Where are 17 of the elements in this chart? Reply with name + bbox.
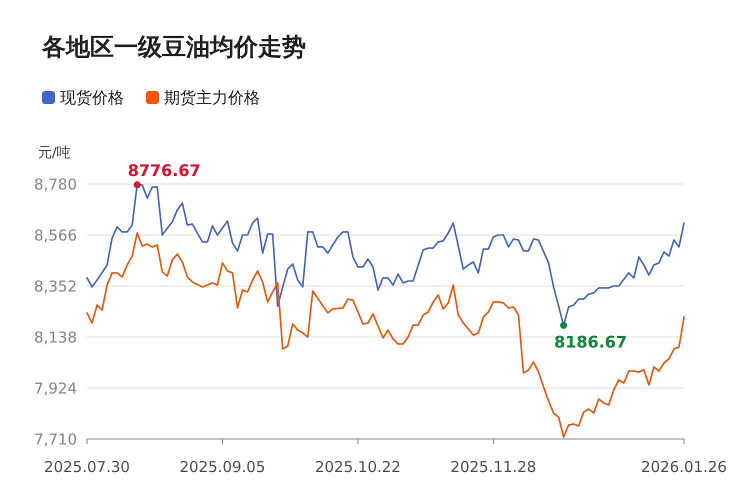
legend-label: 期货主力价格 [164,88,260,107]
y-tick-label: 7,924 [34,379,77,398]
annotation: 8186.67 [554,332,628,352]
x-tick-label: 2025.10.22 [314,458,401,476]
x-tick-label: 2025.09.05 [180,458,266,476]
x-tick-label: 2025.07.30 [44,458,130,476]
x-tick-label: 2026.01.26 [641,458,727,476]
y-axis-title: 元/吨 [38,145,71,161]
x-tick-label: 2025.11.28 [450,458,536,476]
text: 8776.67 [128,160,201,180]
y-tick-label: 8,566 [34,226,77,244]
y-tick-label: 8,780 [34,175,77,194]
legend-label: 现货价格 [60,88,124,107]
chart-title: 各地区一级豆油均价走势 [41,33,306,61]
y-tick-label: 8,138 [34,328,77,346]
y-tick-label: 7,710 [34,430,77,448]
y-tick-label: 8,352 [34,277,77,296]
